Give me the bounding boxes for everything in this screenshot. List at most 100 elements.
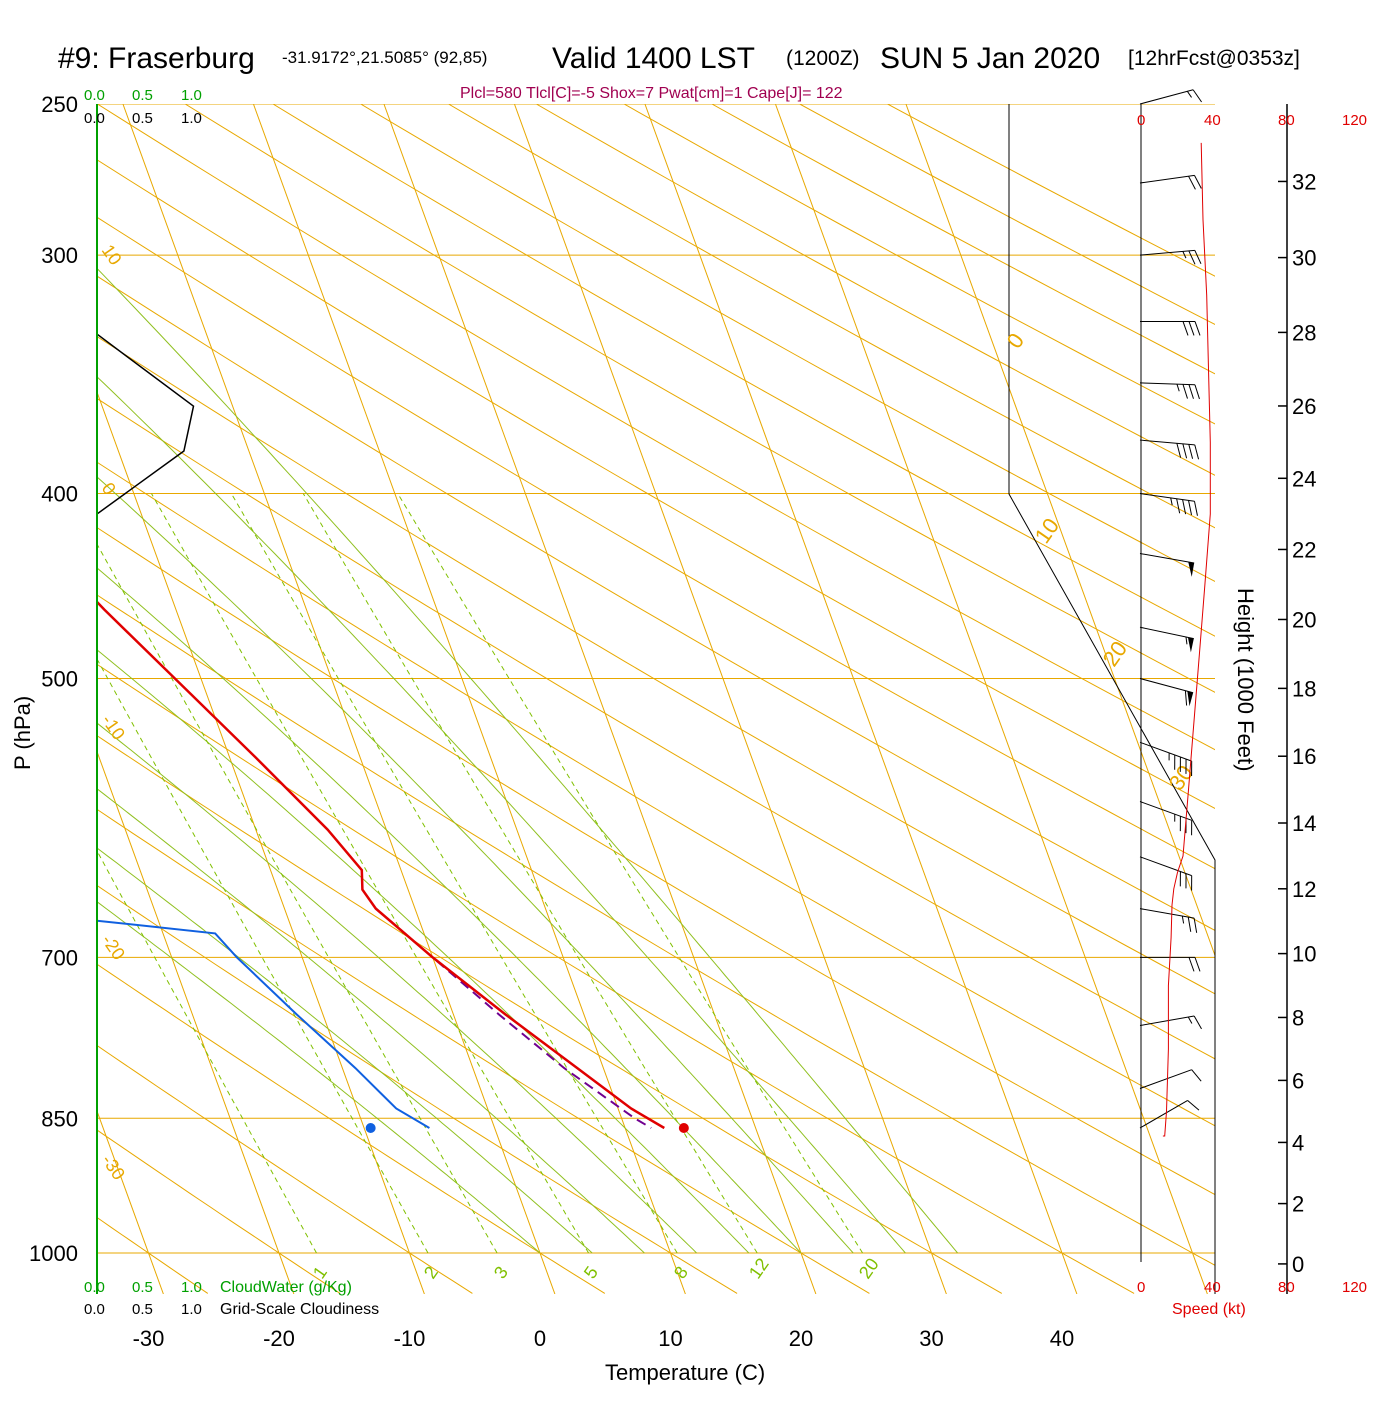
wind-barb-shaft xyxy=(1140,553,1194,563)
isotherm xyxy=(514,104,946,1294)
wind-barb-pennant xyxy=(1188,637,1194,652)
y-axis-label: P (hPa) xyxy=(10,696,35,770)
cloud-tick: 0.0 xyxy=(84,87,105,104)
cloud-tick: 0.0 xyxy=(84,1279,105,1296)
height-tick-label: 28 xyxy=(1292,320,1316,345)
wind-barb-pennant xyxy=(1187,691,1193,706)
wind-barb-shaft xyxy=(1140,250,1195,255)
station-title: #9: Fraserburg xyxy=(58,42,255,75)
mixing-ratio-line xyxy=(398,494,863,1253)
mixing-ratio-label: 5 xyxy=(580,1263,602,1283)
height-tick-label: 4 xyxy=(1292,1130,1304,1155)
temperature-tick-label: 40 xyxy=(1050,1326,1074,1351)
wind-barb-flag xyxy=(1183,384,1188,398)
wind-barb-shaft xyxy=(1140,90,1193,104)
mixing-ratio-label: 12 xyxy=(745,1254,773,1282)
wind-barb-shaft xyxy=(1140,175,1194,183)
height-tick-label: 30 xyxy=(1292,246,1316,271)
isotherm-label: 10 xyxy=(1030,513,1065,547)
dry-adiabat-label: 0 xyxy=(98,479,120,499)
speed-label: Speed (kt) xyxy=(1172,1301,1246,1318)
wind-barb-flag xyxy=(1192,1070,1201,1081)
wind-barb-flag xyxy=(1177,499,1180,514)
thermodynamic-grid xyxy=(0,87,1400,1294)
grid-cloudiness-label: Grid-Scale Cloudiness xyxy=(220,1301,379,1318)
wind-barb-shaft xyxy=(1140,1016,1194,1026)
wind-barb-shaft xyxy=(1140,679,1193,693)
temperature-tick-label: 10 xyxy=(658,1326,682,1351)
mixing-ratio-line xyxy=(0,494,317,1253)
isotherm-label: 0 xyxy=(1002,328,1030,352)
height-tick-label: 24 xyxy=(1292,466,1316,491)
wind-barb-half-flag xyxy=(1186,637,1187,644)
dry-adiabat xyxy=(536,104,1400,1293)
zulu-time: (1200Z) xyxy=(786,47,860,70)
speed-tick-bottom: 120 xyxy=(1342,1279,1367,1296)
wind-barb-flag xyxy=(1195,250,1201,264)
wind-barb-flag xyxy=(1188,917,1190,932)
mixing-ratio-label: 8 xyxy=(670,1263,692,1283)
pressure-tick-label: 500 xyxy=(41,667,78,692)
wind-barb-shaft xyxy=(1140,857,1192,876)
wind-barb-half-flag xyxy=(1187,91,1191,97)
dry-adiabat xyxy=(0,104,605,1293)
temperature-tick-label: -10 xyxy=(394,1326,426,1351)
dry-adiabat xyxy=(273,104,1400,1293)
wind-barb-flag xyxy=(1183,321,1188,335)
height-tick-label: 12 xyxy=(1292,877,1316,902)
mixing-ratio-line xyxy=(152,494,589,1253)
wind-barb-shaft xyxy=(1140,909,1194,919)
dry-adiabat xyxy=(185,104,1400,1293)
mixing-ratio-line xyxy=(303,494,757,1253)
wind-barb-flag xyxy=(1194,1016,1201,1029)
mixing-ratio-line xyxy=(69,494,497,1253)
grid-tick: 0.5 xyxy=(132,110,153,127)
cloud-tick: 0.5 xyxy=(132,87,153,104)
dry-adiabat xyxy=(0,104,1266,1293)
isotherm-label: 20 xyxy=(1098,636,1133,670)
height-tick-label: 8 xyxy=(1292,1005,1304,1030)
dry-adiabat xyxy=(888,104,1400,1293)
isotherm xyxy=(775,104,1207,1294)
height-tick-label: 20 xyxy=(1292,607,1316,632)
isotherm-label: 30 xyxy=(1164,760,1199,794)
speed-tick-bottom: 80 xyxy=(1278,1279,1295,1296)
wind-barb-shaft xyxy=(1140,627,1194,638)
speed-tick-top: 40 xyxy=(1204,112,1221,129)
surface-temperature-marker xyxy=(679,1123,689,1133)
cloud-scale-bottom: 0.0 0.5 1.0 CloudWater (g/Kg) 0.0 0.5 1.… xyxy=(84,1279,379,1318)
valid-date: SUN 5 Jan 2020 xyxy=(880,42,1100,75)
temperature-tick-label: 0 xyxy=(534,1326,546,1351)
height-tick-label: 10 xyxy=(1292,942,1316,967)
cloud-water-label: CloudWater (g/Kg) xyxy=(220,1279,352,1296)
wind-barb-flag xyxy=(1189,176,1196,189)
wind-barb-shaft xyxy=(1140,494,1194,502)
station-coords: -31.9172°,21.5085° (92,85) xyxy=(282,48,487,67)
moist-adiabat xyxy=(0,87,905,1253)
wind-barb-flag xyxy=(1189,957,1194,971)
cloud-tick: 1.0 xyxy=(181,1279,202,1296)
wind-barb-flag xyxy=(1185,691,1186,706)
wind-barb-shaft xyxy=(1140,1100,1188,1128)
grid-tick: 0.0 xyxy=(84,1301,105,1318)
height-axis-label: Height (1000 Feet) xyxy=(1233,588,1258,771)
x-axis-label: Temperature (C) xyxy=(605,1360,765,1385)
wind-barb-flag xyxy=(1189,321,1194,335)
pressure-tick-label: 300 xyxy=(41,243,78,268)
dry-adiabat-label: 10 xyxy=(98,241,126,269)
height-tick-label: 14 xyxy=(1292,811,1316,836)
speed-tick-top: 120 xyxy=(1342,112,1367,129)
surface-dewpoint-marker xyxy=(366,1123,376,1133)
pressure-tick-label: 250 xyxy=(41,92,78,117)
mixing-ratio-line xyxy=(6,494,428,1253)
isotherm xyxy=(253,104,685,1294)
height-tick-label: 0 xyxy=(1292,1252,1304,1277)
temperature-tick-label: 20 xyxy=(789,1326,813,1351)
mixing-ratio-label: 2 xyxy=(420,1263,442,1283)
stability-indices: Plcl=580 Tlcl[C]=-5 Shox=7 Pwat[cm]=1 Ca… xyxy=(460,85,843,102)
speed-tick-bottom: 0 xyxy=(1137,1279,1145,1296)
wind-barb-half-flag xyxy=(1182,916,1183,923)
height-tick-label: 22 xyxy=(1292,537,1316,562)
mixing-ratio-label: 3 xyxy=(490,1263,512,1283)
